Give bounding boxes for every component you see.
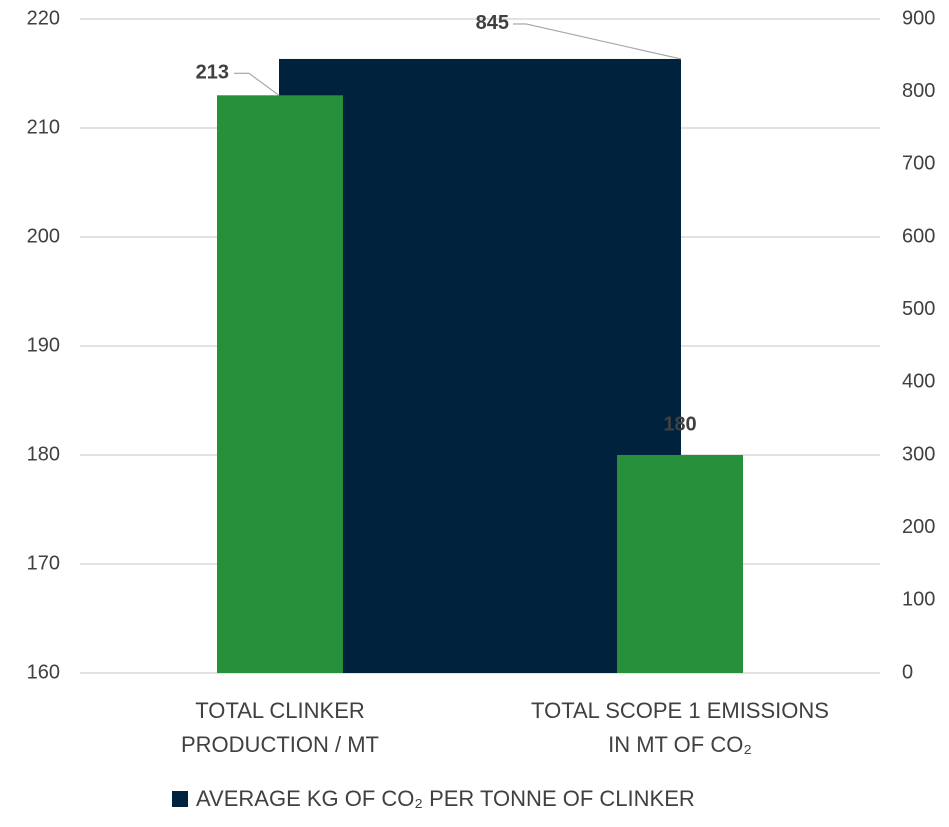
x-tick-label: PRODUCTION / MT [181,732,379,757]
y-tick-label: 200 [27,225,60,247]
y-tick-label: 180 [27,443,60,465]
y-tick-label: 210 [27,116,60,138]
leader-line [248,72,280,96]
legend-label: AVERAGE KG OF CO₂ PER TONNE OF CLINKER [196,786,695,811]
y2-tick-label: 600 [902,225,935,247]
bar [279,58,681,673]
legend-swatch [172,791,188,807]
y2-tick-label: 400 [902,371,935,393]
y-tick-label: 190 [27,334,60,356]
bar [217,95,343,674]
y-tick-label: 220 [27,7,60,29]
bar [617,455,743,673]
y2-tick-label: 900 [902,7,935,29]
y2-tick-label: 300 [902,443,935,465]
y-tick-label: 170 [27,552,60,574]
value-label: 213 [196,62,229,84]
leader-line [525,23,682,60]
value-label: 180 [663,413,696,435]
y2-tick-label: 200 [902,516,935,538]
y2-tick-label: 700 [902,153,935,175]
x-tick-label: IN MT OF CO₂ [608,732,752,757]
x-tick-label: TOTAL SCOPE 1 EMISSIONS [531,698,829,723]
y2-tick-label: 500 [902,298,935,320]
y-tick-label: 160 [27,661,60,683]
value-label: 845 [476,12,509,34]
y2-tick-label: 100 [902,589,935,611]
y2-tick-label: 800 [902,80,935,102]
y2-tick-label: 0 [902,661,913,683]
x-tick-label: TOTAL CLINKER [195,698,365,723]
